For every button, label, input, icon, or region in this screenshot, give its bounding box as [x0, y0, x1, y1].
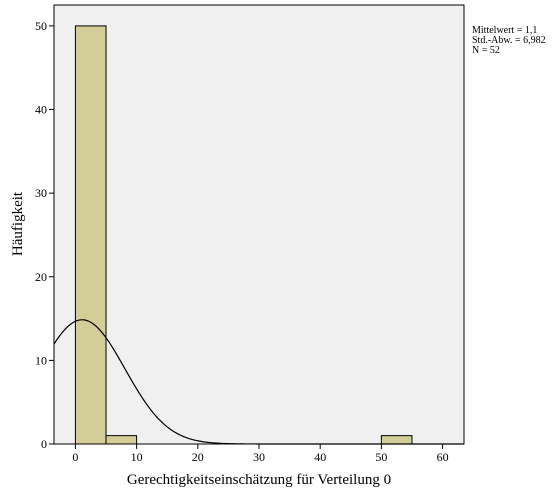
histogram-bar-0 [74, 25, 107, 445]
bars-layer [74, 25, 413, 445]
x-tick-label-4: 40 [314, 450, 326, 464]
sd-label: Std.-Abw. = 6,982 [472, 35, 546, 46]
normal-curve-layer [53, 319, 464, 445]
x-tick-label-5: 50 [375, 450, 387, 464]
y-tick-label-0: 0 [41, 437, 47, 451]
y-tick-label-1: 10 [35, 353, 47, 367]
plot-area [53, 4, 465, 445]
y-tick-label-3: 30 [35, 186, 47, 200]
y-tick-label-5: 50 [35, 19, 47, 33]
n-label: N = 52 [472, 45, 500, 56]
y-axis: 0 10 20 30 40 50 [35, 19, 54, 451]
normal-curve [53, 319, 464, 445]
mean-label: Mittelwert = 1,1 [472, 25, 538, 36]
x-tick-label-1: 10 [131, 450, 143, 464]
statistics-box: Mittelwert = 1,1 Std.-Abw. = 6,982 N = 5… [472, 26, 546, 56]
histogram-bar-2 [380, 435, 413, 445]
histogram-bar-1 [105, 435, 138, 445]
x-tick-label-2: 20 [192, 450, 204, 464]
x-axis-label: Gerechtigkeitseinschätzung für Verteilun… [127, 472, 391, 488]
x-tick-label-6: 60 [437, 450, 449, 464]
y-axis-label: Häufigkeit [10, 191, 26, 256]
x-axis: 0 10 20 30 40 50 60 [72, 444, 449, 464]
x-tick-label-0: 0 [72, 450, 78, 464]
x-tick-label-3: 30 [253, 450, 265, 464]
y-tick-label-4: 40 [35, 103, 47, 117]
y-tick-label-2: 20 [35, 270, 47, 284]
